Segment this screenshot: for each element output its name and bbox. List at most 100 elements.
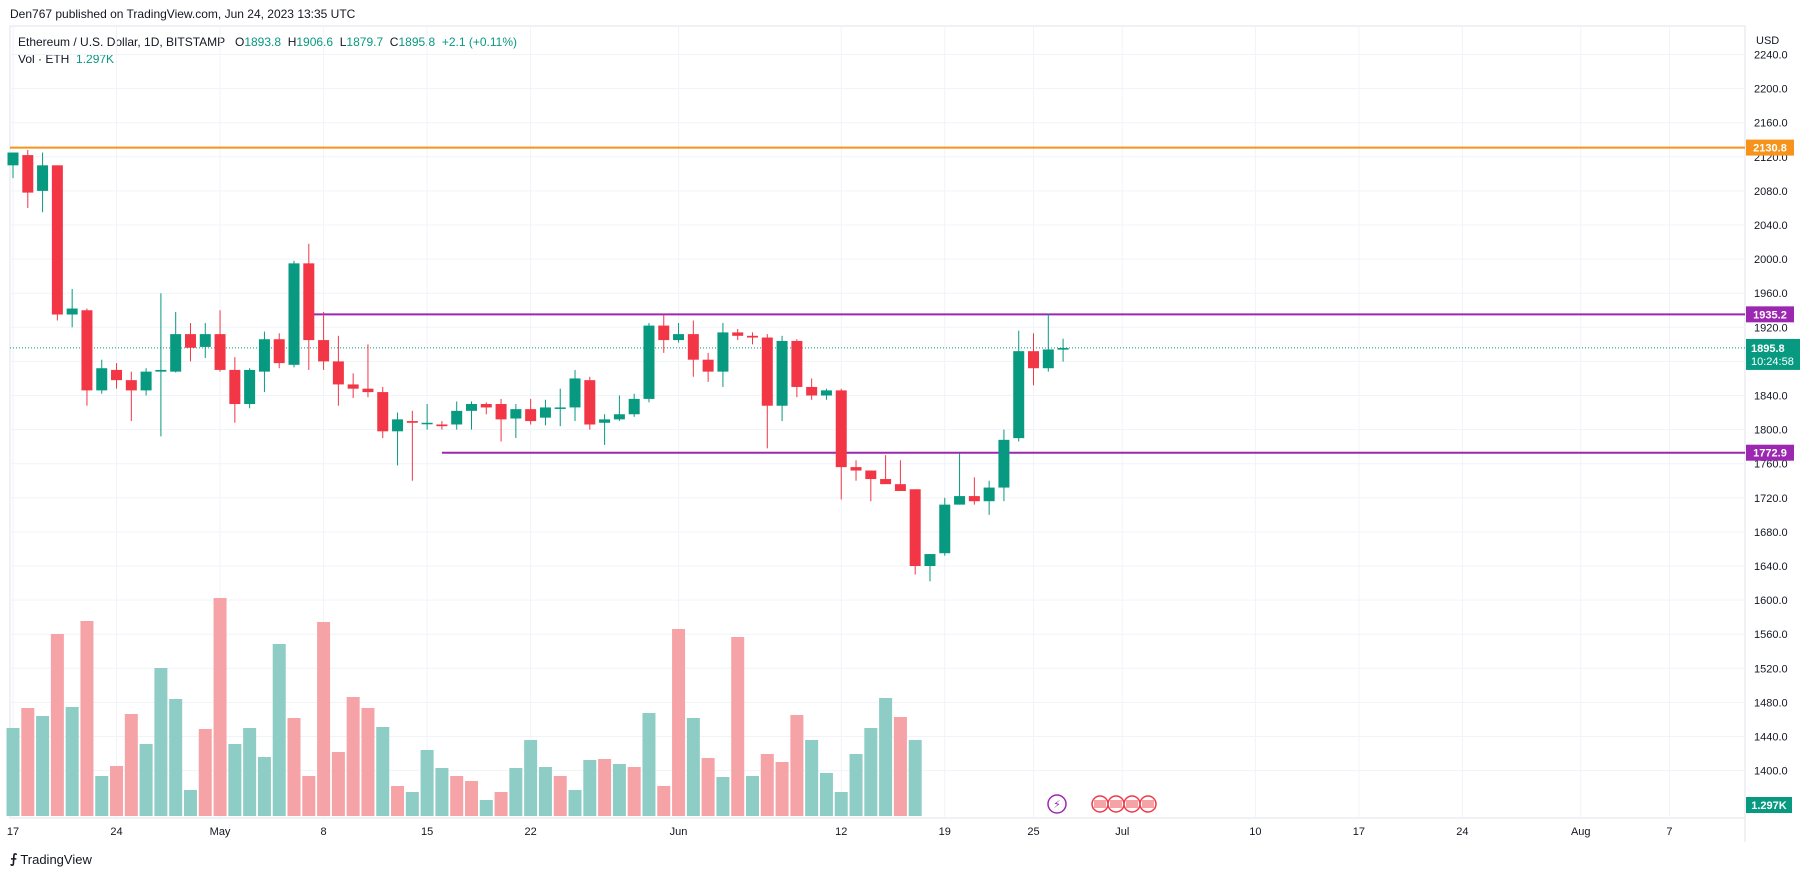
- candle-body: [140, 371, 152, 391]
- candle-body: [569, 378, 581, 408]
- candle-body: [451, 410, 463, 425]
- candle-body: [761, 337, 773, 406]
- x-tick-label: 10: [1249, 826, 1261, 838]
- candle-body: [170, 334, 182, 372]
- y-tick-label: 1760.0: [1754, 459, 1788, 471]
- volume-bar: [361, 708, 375, 816]
- candle-body: [155, 369, 167, 372]
- volume-bar: [228, 744, 242, 816]
- candle-body: [850, 467, 862, 471]
- x-tick-label: Jul: [1115, 826, 1129, 838]
- volume-bar: [864, 728, 878, 816]
- y-tick-label: 1840.0: [1754, 391, 1788, 403]
- x-tick-label: 24: [110, 826, 122, 838]
- flag-stripes: [1110, 800, 1122, 808]
- candle-body: [406, 421, 418, 423]
- volume-bar: [642, 713, 656, 816]
- volume-bar: [287, 718, 301, 816]
- volume-row: Vol · ETH 1.297K: [18, 51, 517, 68]
- candle-body: [539, 407, 551, 418]
- candle-body: [1028, 351, 1040, 369]
- close-value: 1895.8: [398, 35, 436, 49]
- candle-body: [7, 152, 19, 166]
- candle-body: [1013, 351, 1025, 439]
- y-tick-label: 2080.0: [1754, 186, 1788, 198]
- candle-body: [717, 332, 729, 372]
- volume-bar: [420, 750, 434, 816]
- candle-body: [1057, 347, 1069, 350]
- candle-body: [421, 422, 433, 425]
- support-1772-label-bg: [1746, 444, 1794, 461]
- volume-bar: [21, 708, 35, 816]
- volume-bar: [65, 707, 79, 816]
- currency-label: USD: [1756, 35, 1779, 47]
- volume-bar: [805, 740, 819, 816]
- close-label: C: [389, 35, 399, 49]
- volume-bar: [110, 766, 124, 816]
- candle-body: [125, 380, 137, 391]
- x-tick-label: 22: [525, 826, 537, 838]
- candle-body: [820, 390, 832, 396]
- low-label: L: [339, 35, 347, 49]
- candle-body: [806, 386, 818, 396]
- candle-body: [258, 339, 270, 372]
- volume-bar: [243, 728, 257, 816]
- volume-bar: [405, 792, 419, 816]
- x-tick-label: Jun: [670, 826, 688, 838]
- candle-body: [66, 308, 78, 315]
- volume-bar: [435, 768, 449, 816]
- brand-text: TradingView: [20, 851, 92, 867]
- volume-bar: [198, 729, 212, 816]
- y-tick-label: 1440.0: [1754, 732, 1788, 744]
- candle-body: [791, 340, 803, 387]
- volume-bar: [36, 716, 50, 816]
- volume-bar: [317, 622, 331, 816]
- last-price-label-bg: [1746, 338, 1800, 370]
- y-tick-label: 1960.0: [1754, 288, 1788, 300]
- volume-bar: [879, 698, 893, 816]
- volume-bar: [731, 637, 745, 816]
- candle-body: [495, 404, 507, 420]
- y-tick-label: 1480.0: [1754, 697, 1788, 709]
- volume-bar: [746, 776, 759, 816]
- resistance-1935-label-bg: [1746, 306, 1794, 323]
- candle-body: [894, 484, 906, 491]
- candle-body: [332, 361, 344, 385]
- volume-bar: [183, 790, 197, 816]
- volume-bar: [479, 800, 493, 816]
- lightning-icon: ⚡: [1053, 799, 1061, 811]
- tradingview-brand[interactable]: ⨍ TradingView: [10, 851, 92, 867]
- candle-body: [51, 165, 63, 315]
- candle-body: [628, 398, 640, 415]
- volume-bar: [302, 776, 316, 816]
- candle-body: [377, 392, 389, 432]
- y-tick-label: 1920.0: [1754, 322, 1788, 334]
- volume-label[interactable]: Vol · ETH: [18, 52, 70, 66]
- high-label: H: [287, 35, 297, 49]
- candle-body: [613, 414, 625, 420]
- flag-stripes: [1126, 800, 1138, 808]
- resistance-2130-label: 2130.8: [1753, 143, 1787, 155]
- volume-bar: [893, 717, 907, 816]
- y-tick-label: 1400.0: [1754, 766, 1788, 778]
- candle-body: [983, 487, 995, 502]
- volume-axis-label: 1.297K: [1751, 800, 1787, 812]
- volume-bar: [169, 699, 183, 816]
- volume-bar: [908, 740, 922, 816]
- candle-body: [584, 380, 596, 425]
- y-tick-label: 2240.0: [1754, 50, 1788, 62]
- x-tick-label: May: [210, 826, 231, 838]
- dividends-lightning-icon: [1047, 794, 1067, 814]
- symbol-name[interactable]: Ethereum / U.S. Dollar, 1D, BITSTAMP: [18, 35, 225, 49]
- candle-body: [954, 496, 966, 505]
- candle-body: [702, 359, 714, 372]
- x-tick-label: 12: [835, 826, 847, 838]
- volume-bar: [524, 740, 538, 816]
- volume-bar: [775, 762, 789, 816]
- candle-body: [599, 419, 611, 423]
- published-line: Den767 published on TradingView.com, Jun…: [10, 7, 356, 21]
- candle-body: [924, 554, 936, 566]
- x-tick-label: 25: [1027, 826, 1039, 838]
- volume-bar: [391, 786, 405, 816]
